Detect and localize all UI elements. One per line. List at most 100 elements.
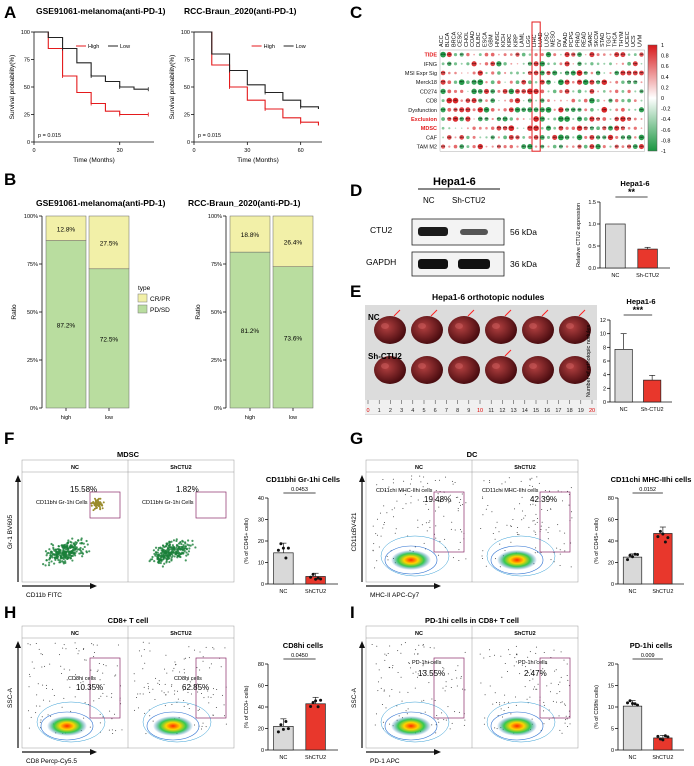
gate-box	[89, 657, 121, 719]
event-dot	[482, 558, 484, 560]
heatmap-dot	[584, 135, 588, 139]
event-dot	[187, 553, 190, 556]
bar-label-top: 26.4%	[284, 239, 303, 246]
significance-mark: ***	[577, 72, 582, 76]
event-dot	[188, 646, 190, 648]
heatmap-dot	[638, 134, 645, 141]
data-point	[666, 735, 670, 739]
event-dot	[77, 539, 80, 542]
heatmap-dot	[477, 143, 484, 150]
heatmap-dot	[466, 127, 469, 130]
event-dot	[111, 729, 113, 731]
event-dot	[384, 653, 386, 655]
significance-mark: ***	[633, 81, 638, 85]
heatmap-dot	[527, 125, 533, 131]
heatmap-dot	[545, 125, 552, 131]
heatmap-dot	[540, 126, 544, 130]
heatmap-dot	[491, 145, 494, 148]
event-dot	[434, 510, 436, 512]
significance-mark: ***	[577, 145, 582, 149]
event-dot	[106, 695, 108, 697]
event-dot	[536, 688, 538, 690]
km-curve-high	[194, 31, 319, 126]
heatmap-dot	[521, 79, 527, 85]
event-dot	[559, 729, 561, 731]
event-dot	[503, 702, 505, 704]
event-dot	[71, 537, 74, 540]
event-dot	[137, 693, 139, 695]
event-dot	[51, 688, 53, 690]
heatmap-dot	[590, 71, 594, 75]
heatmap-column-label: LGG	[526, 35, 532, 47]
heatmap-dot	[465, 98, 471, 103]
event-dot	[161, 690, 163, 692]
event-dot	[207, 696, 209, 698]
event-dot	[389, 645, 391, 647]
event-dot	[531, 485, 533, 487]
event-dot	[543, 701, 545, 703]
heatmap-dot	[546, 135, 551, 139]
x-tick-label: low	[289, 415, 297, 421]
bar-crpr	[229, 215, 271, 253]
significance-mark: ***	[565, 81, 570, 85]
event-dot	[435, 724, 437, 726]
heatmap-dot	[597, 108, 599, 111]
heatmap-dot	[522, 135, 526, 139]
heatmap-dot	[478, 126, 482, 130]
heatmap-dot	[627, 108, 631, 111]
event-dot	[98, 688, 100, 690]
event-dot	[491, 511, 493, 513]
event-dot	[82, 648, 84, 650]
heatmap-dot	[627, 80, 632, 85]
event-dot	[154, 546, 158, 549]
event-dot	[152, 720, 154, 722]
heatmap-dot	[547, 62, 550, 66]
group-label: NC	[71, 631, 79, 637]
heatmap-column-label: BRCA	[451, 31, 457, 47]
event-dot	[202, 722, 204, 724]
heatmap-dot	[627, 61, 631, 66]
data-point	[284, 556, 288, 560]
heatmap-column-label: LUSC	[544, 32, 550, 47]
event-dot	[437, 493, 439, 495]
heatmap-dot	[577, 52, 582, 57]
event-dot	[435, 537, 437, 539]
event-dot	[154, 554, 157, 557]
event-dot	[532, 520, 534, 522]
ruler-label: 3	[400, 408, 403, 414]
lihc-highlight	[531, 21, 541, 152]
event-dot	[429, 526, 431, 528]
event-dot	[85, 551, 89, 554]
heatmap-dot	[583, 144, 588, 149]
event-dot	[415, 671, 417, 673]
event-dot	[42, 563, 45, 566]
event-dot	[176, 702, 178, 704]
significance-mark: ***	[565, 72, 570, 76]
event-dot	[99, 722, 101, 724]
event-dot	[566, 718, 568, 720]
event-dot	[188, 657, 190, 659]
heatmap-dot	[614, 52, 620, 58]
liver-specimen	[374, 356, 406, 384]
event-dot	[489, 656, 491, 658]
event-dot	[172, 670, 174, 672]
event-dot	[447, 673, 449, 675]
panel-letter-h: H	[4, 603, 16, 622]
data-point	[636, 703, 640, 707]
significance-mark: ***	[546, 81, 551, 85]
liver-specimen	[448, 356, 480, 384]
significance-mark: ***	[627, 118, 632, 122]
event-dot	[454, 481, 456, 483]
panel-letter-f: F	[4, 429, 14, 448]
event-dot	[209, 667, 211, 669]
ruler-label: 5	[422, 408, 425, 414]
heatmap-dot	[509, 80, 513, 84]
significance-mark: ***	[584, 81, 589, 85]
significance-mark: ***	[621, 136, 626, 140]
heatmap-column-label: ACC	[439, 35, 445, 47]
heatmap-dot	[552, 134, 558, 140]
event-dot	[410, 478, 412, 480]
heatmap-dot	[609, 108, 612, 111]
event-dot	[165, 560, 168, 563]
event-dot	[141, 655, 143, 657]
